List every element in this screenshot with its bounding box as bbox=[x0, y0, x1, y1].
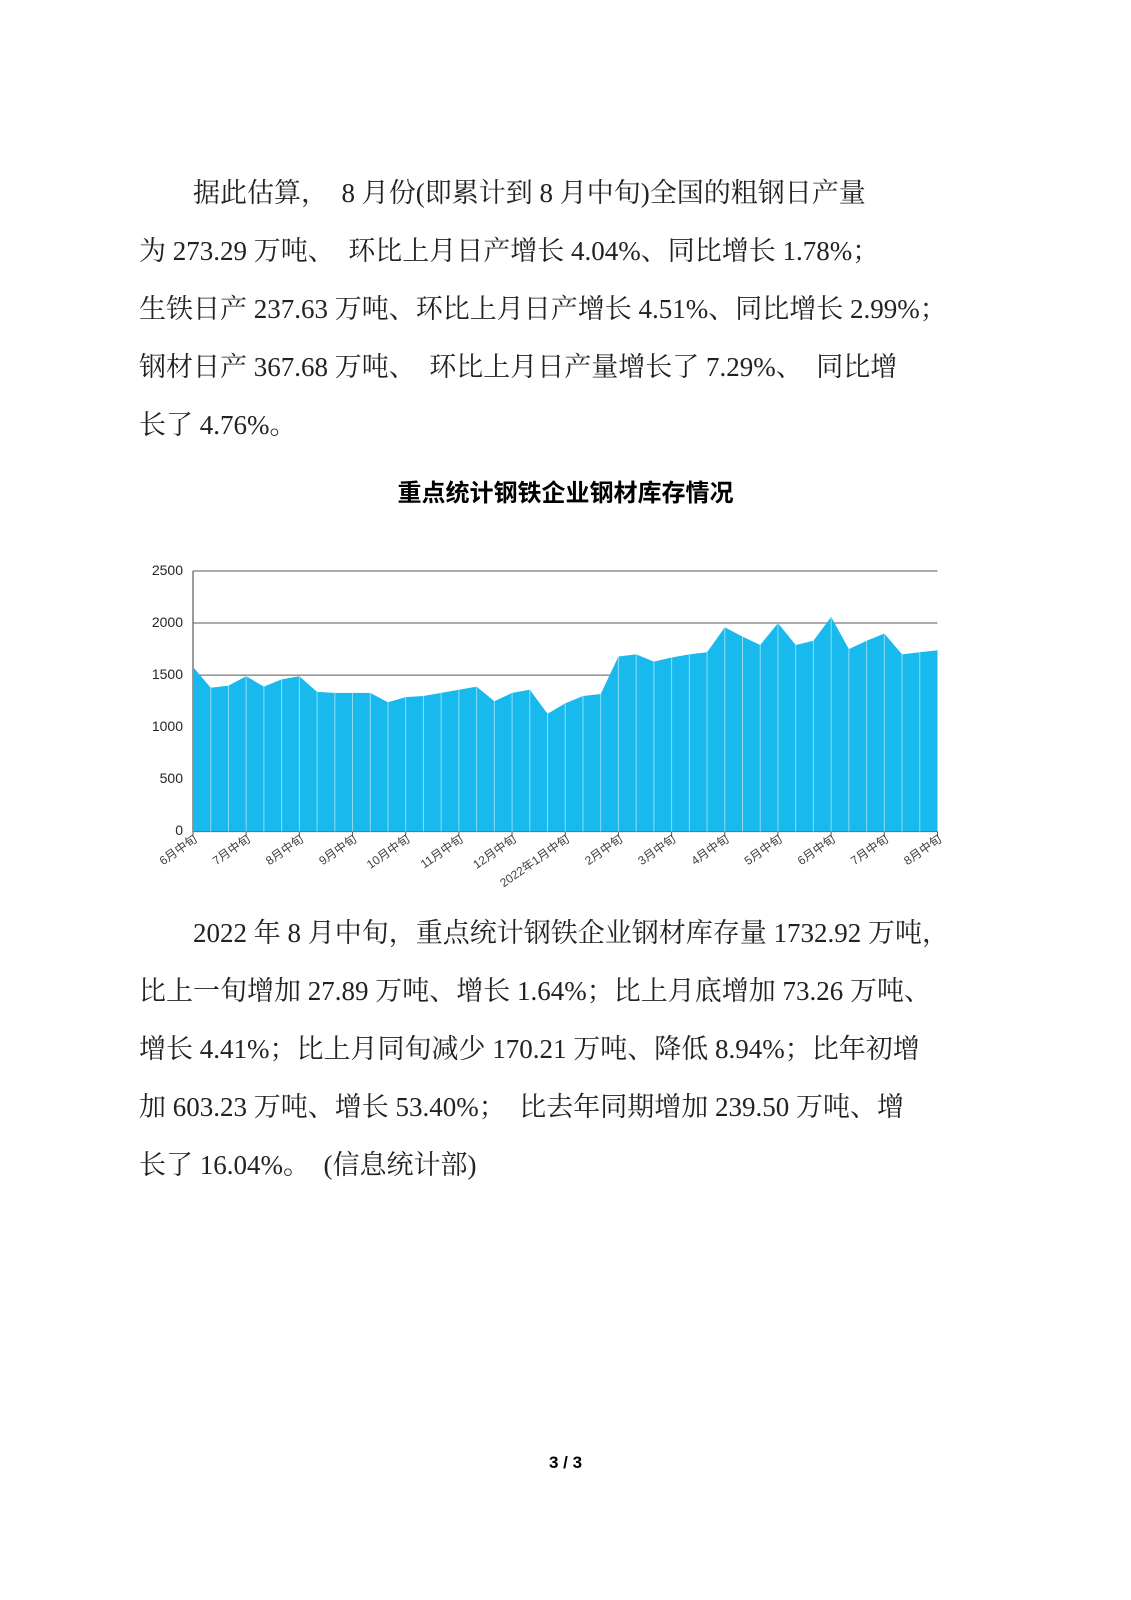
svg-text:500: 500 bbox=[160, 770, 184, 786]
svg-text:7月中旬: 7月中旬 bbox=[847, 831, 891, 868]
svg-text:1000: 1000 bbox=[152, 718, 183, 734]
svg-text:2500: 2500 bbox=[152, 562, 183, 578]
svg-text:2月中旬: 2月中旬 bbox=[582, 831, 626, 868]
svg-text:0: 0 bbox=[175, 822, 183, 838]
svg-text:8月中旬: 8月中旬 bbox=[901, 831, 945, 868]
svg-text:9月中旬: 9月中旬 bbox=[316, 831, 360, 868]
svg-text:7月中旬: 7月中旬 bbox=[209, 831, 253, 868]
svg-text:3月中旬: 3月中旬 bbox=[635, 831, 679, 868]
svg-text:5月中旬: 5月中旬 bbox=[741, 831, 785, 868]
svg-text:10月中旬: 10月中旬 bbox=[363, 831, 412, 872]
svg-text:6月中旬: 6月中旬 bbox=[794, 831, 838, 868]
svg-text:1500: 1500 bbox=[152, 666, 183, 682]
svg-text:2000: 2000 bbox=[152, 614, 183, 630]
svg-text:11月中旬: 11月中旬 bbox=[417, 831, 465, 871]
svg-text:4月中旬: 4月中旬 bbox=[688, 831, 732, 868]
svg-text:8月中旬: 8月中旬 bbox=[263, 831, 307, 868]
svg-text:12月中旬: 12月中旬 bbox=[470, 831, 519, 872]
